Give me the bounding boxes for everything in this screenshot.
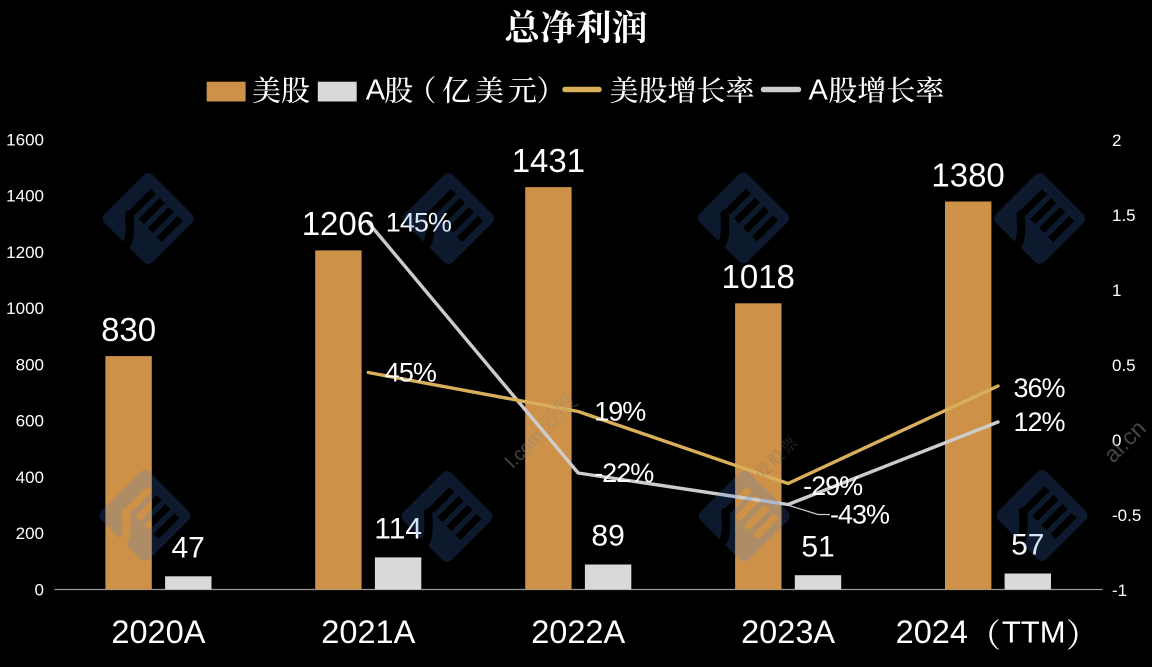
svg-text:1600: 1600 <box>6 130 44 149</box>
svg-text:1200: 1200 <box>6 243 44 262</box>
svg-text:45%: 45% <box>385 358 437 388</box>
svg-text:2: 2 <box>1112 131 1121 150</box>
svg-text:0: 0 <box>1112 431 1121 450</box>
svg-text:-29%: -29% <box>803 471 863 501</box>
svg-text:1.5: 1.5 <box>1112 206 1136 225</box>
svg-text:400: 400 <box>16 468 44 487</box>
svg-text:-0.5: -0.5 <box>1112 506 1141 525</box>
svg-text:A: A <box>366 75 386 107</box>
svg-text:1000: 1000 <box>6 299 44 318</box>
svg-text:200: 200 <box>16 524 44 543</box>
svg-text:2020A: 2020A <box>111 614 205 650</box>
svg-text:830: 830 <box>101 311 156 348</box>
svg-text:2021A: 2021A <box>321 614 415 650</box>
svg-text:600: 600 <box>16 412 44 431</box>
svg-text:-1: -1 <box>1112 581 1127 600</box>
svg-text:800: 800 <box>16 355 44 374</box>
svg-text:-43%: -43% <box>830 500 890 530</box>
svg-text:2023A: 2023A <box>741 614 835 650</box>
svg-text:1431: 1431 <box>512 142 585 179</box>
svg-text:2024: 2024 <box>896 614 968 650</box>
svg-text:51: 51 <box>801 530 834 563</box>
svg-text:0.5: 0.5 <box>1112 356 1136 375</box>
svg-text:TTM: TTM <box>1002 615 1066 650</box>
svg-text:36%: 36% <box>1014 373 1066 403</box>
svg-text:0: 0 <box>35 581 44 600</box>
svg-text:12%: 12% <box>1014 407 1066 437</box>
svg-text:A: A <box>809 75 829 107</box>
svg-text:2022A: 2022A <box>531 614 625 650</box>
svg-text:19%: 19% <box>594 397 646 427</box>
svg-text:-22%: -22% <box>594 458 654 488</box>
svg-text:1400: 1400 <box>6 187 44 206</box>
svg-text:1: 1 <box>1112 281 1121 300</box>
svg-text:1206: 1206 <box>302 205 375 242</box>
svg-text:89: 89 <box>591 520 624 553</box>
